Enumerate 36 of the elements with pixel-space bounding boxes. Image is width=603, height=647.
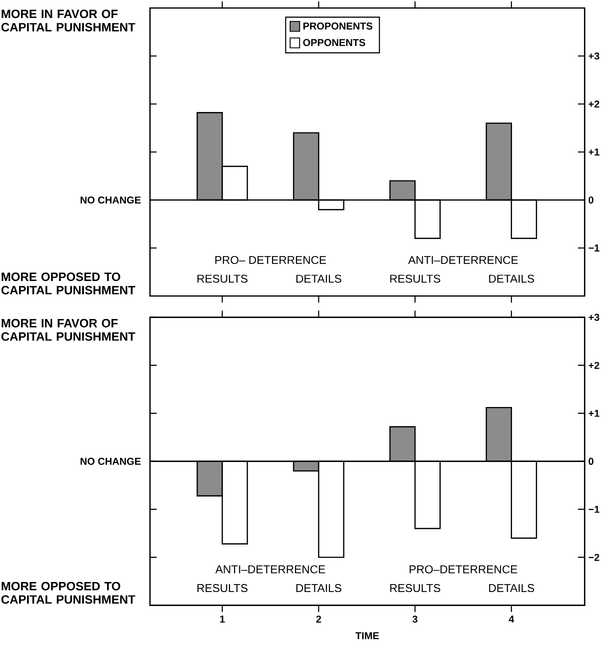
y-tick-label: −1: [588, 506, 600, 513]
y-tick-label: +1: [588, 148, 600, 156]
annotation: RESULTS: [390, 274, 440, 283]
annotation: PRO–DETERRENCE: [410, 565, 518, 574]
text: MORE OPPOSED TO CAPITAL PUNISHMENT: [1, 582, 136, 604]
annotation: DETAILS: [296, 584, 342, 592]
ref-line-label: NO CHANGE: [80, 458, 141, 465]
y-tick-label: 0: [588, 458, 594, 465]
legend-label: PROPONENTS: [303, 22, 372, 30]
y-tick-label: +1: [588, 410, 600, 417]
annotation: DETAILS: [296, 274, 342, 283]
text: MORE IN FAVOR OF CAPITAL PUNISHMENT: [1, 318, 136, 341]
annotation: DETAILS: [489, 584, 534, 592]
y-tick-label: +3: [588, 314, 600, 321]
annotation: RESULTS: [197, 584, 248, 592]
y-tick-label: +3: [588, 52, 600, 60]
y-tick-label: +2: [588, 362, 600, 369]
ref-line-label: NO CHANGE: [80, 196, 141, 204]
y-tick-label: −1: [588, 244, 600, 252]
annotation: RESULTS: [197, 274, 248, 283]
x-axis-title: TIME: [355, 632, 379, 640]
annotation: ANTI–DETERRENCE: [215, 565, 326, 574]
legend-label: OPPONENTS: [303, 38, 366, 46]
annotation: RESULTS: [390, 584, 440, 592]
annotation: PRO– DETERRENCE: [215, 256, 326, 264]
x-tick-label: 3: [412, 616, 418, 623]
y-tick-label: +2: [588, 100, 600, 108]
x-tick-label: 1: [220, 616, 225, 622]
y-tick-label: 0: [588, 196, 594, 204]
y-tick-label: −2: [588, 554, 600, 561]
text: MORE OPPOSED TO CAPITAL PUNISHMENT: [1, 272, 136, 294]
x-tick-label: 4: [508, 616, 514, 622]
annotation: ANTI–DETERRENCE: [408, 256, 518, 264]
text: MORE IN FAVOR OF CAPITAL PUNISHMENT: [1, 10, 136, 32]
annotation: DETAILS: [489, 274, 534, 283]
x-tick-label: 2: [316, 616, 322, 623]
